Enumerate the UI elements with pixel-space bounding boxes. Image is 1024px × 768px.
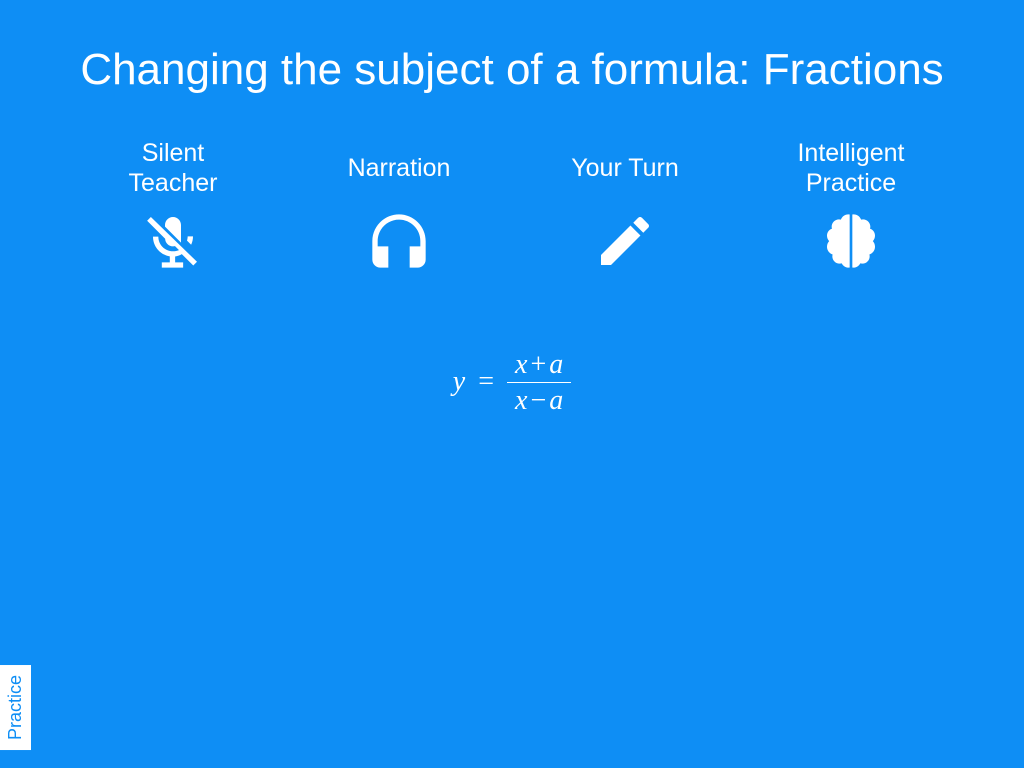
page-title: Changing the subject of a formula: Fract… xyxy=(0,0,1024,97)
col-intelligent-practice: Intelligent Practice xyxy=(751,137,951,277)
formula: y = x+a x−a xyxy=(0,347,1024,418)
den-v2: a xyxy=(549,385,563,416)
label-narration: Narration xyxy=(348,137,451,199)
den-op: − xyxy=(527,385,549,416)
col-silent-teacher: Silent Teacher xyxy=(73,137,273,277)
label-your-turn: Your Turn xyxy=(571,137,678,199)
icon-row: Silent Teacher Narration Your Turn Intel… xyxy=(0,97,1024,277)
num-v1: x xyxy=(515,349,527,380)
label-silent-teacher: Silent Teacher xyxy=(129,137,218,199)
pencil-icon xyxy=(589,205,661,277)
col-narration: Narration xyxy=(299,137,499,277)
num-v2: a xyxy=(549,349,563,380)
label-intelligent-practice: Intelligent Practice xyxy=(797,137,904,199)
formula-fraction: x+a x−a xyxy=(507,347,571,418)
den-v1: x xyxy=(515,385,527,416)
col-your-turn: Your Turn xyxy=(525,137,725,277)
denominator: x−a xyxy=(507,383,571,418)
practice-tab[interactable]: Practice xyxy=(0,665,31,750)
mic-off-icon xyxy=(137,205,209,277)
brain-icon xyxy=(815,205,887,277)
equals-sign: = xyxy=(475,366,497,398)
numerator: x+a xyxy=(507,347,571,382)
headphones-icon xyxy=(363,205,435,277)
formula-lhs: y xyxy=(453,366,465,398)
num-op: + xyxy=(527,349,549,380)
